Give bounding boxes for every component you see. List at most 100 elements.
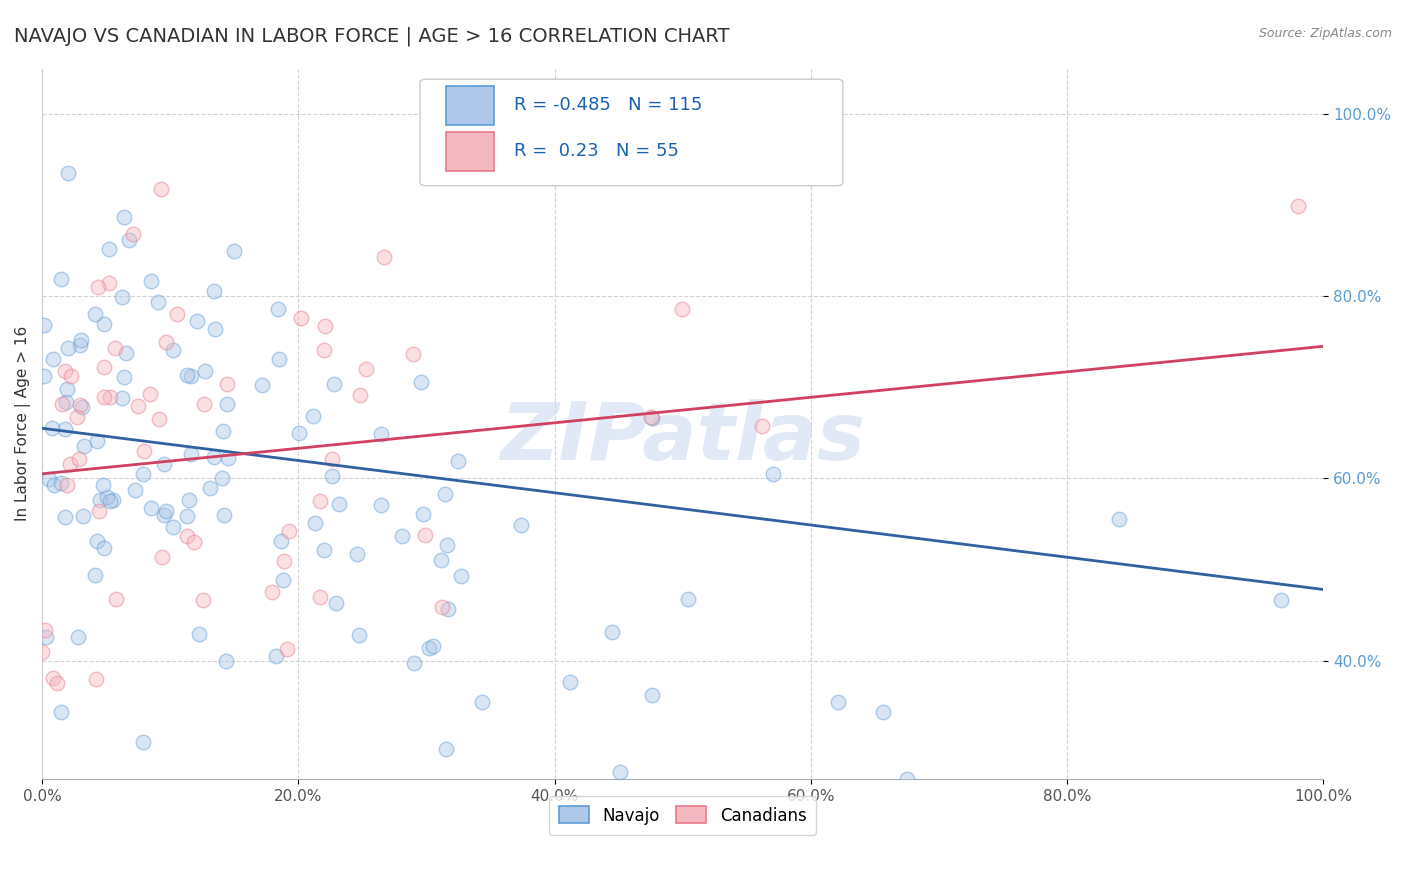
Text: R =  0.23   N = 55: R = 0.23 N = 55 [513, 143, 679, 161]
Point [96, 491, 118, 505]
Point [83, 307, 105, 321]
Point [56, 165, 79, 179]
Point [183, 534, 205, 549]
Point [153, 508, 176, 522]
Point [641, 688, 664, 702]
Point [217, 397, 239, 411]
Point [264, 648, 287, 663]
Point [98, 390, 121, 404]
Point [211, 471, 233, 485]
Point [42, 671, 65, 685]
Point [98, 243, 121, 257]
Point [155, 334, 177, 349]
Point [148, 412, 170, 426]
Point [112, 210, 135, 224]
Point [412, 507, 434, 521]
Point [411, 376, 433, 390]
Point [93, 541, 115, 555]
Point [250, 378, 273, 392]
Point [204, 322, 226, 336]
Point [49, 272, 72, 286]
Point [347, 628, 370, 642]
Point [600, 624, 623, 639]
Point [422, 639, 444, 653]
Point [114, 345, 136, 359]
Point [73, 439, 96, 453]
Point [273, 554, 295, 568]
Point [66, 630, 89, 644]
Point [202, 285, 225, 299]
Point [194, 364, 217, 378]
Point [434, 742, 457, 756]
Point [762, 467, 785, 482]
Point [402, 347, 425, 361]
Point [70, 333, 93, 347]
Point [132, 444, 155, 458]
Point [69, 338, 91, 352]
Point [354, 362, 377, 376]
Point [432, 599, 454, 614]
Point [84, 672, 107, 686]
Point [100, 493, 122, 508]
Point [87, 280, 110, 294]
Point [349, 388, 371, 402]
Point [162, 520, 184, 534]
FancyBboxPatch shape [446, 132, 495, 171]
Point [176, 368, 198, 382]
Point [93, 318, 115, 332]
Point [91, 478, 114, 492]
Point [1270, 593, 1292, 607]
Point [193, 397, 215, 411]
Point [304, 516, 326, 530]
Point [51, 397, 73, 411]
Point [139, 387, 162, 401]
Point [117, 233, 139, 247]
Point [72, 508, 94, 523]
Point [218, 451, 240, 466]
Point [111, 391, 134, 405]
Point [202, 450, 225, 464]
Point [391, 528, 413, 542]
Point [112, 370, 135, 384]
Point [271, 574, 294, 588]
Point [370, 426, 392, 441]
Point [34, 623, 56, 637]
Point [97, 276, 120, 290]
Point [671, 301, 693, 316]
Point [328, 497, 350, 511]
Point [436, 538, 458, 552]
Point [215, 654, 238, 668]
Text: NAVAJO VS CANADIAN IN LABOR FORCE | AGE > 16 CORRELATION CHART: NAVAJO VS CANADIAN IN LABOR FORCE | AGE … [14, 27, 730, 46]
Point [437, 601, 460, 615]
Point [166, 307, 188, 321]
Text: ZIPatlas: ZIPatlas [501, 399, 865, 477]
Point [471, 695, 494, 709]
Point [84, 568, 107, 582]
FancyBboxPatch shape [420, 79, 842, 186]
Point [141, 500, 163, 515]
Point [35, 630, 58, 644]
Point [53, 510, 76, 524]
Point [215, 377, 238, 392]
Point [132, 467, 155, 481]
Point [510, 518, 533, 533]
Point [59, 458, 82, 472]
Point [127, 399, 149, 413]
Text: Source: ZipAtlas.com: Source: ZipAtlas.com [1258, 27, 1392, 40]
Point [312, 343, 335, 357]
Point [323, 376, 346, 391]
Point [276, 641, 298, 656]
Point [314, 318, 336, 333]
Point [896, 772, 918, 786]
Point [186, 313, 208, 327]
Point [176, 508, 198, 523]
Point [290, 311, 312, 326]
Point [676, 592, 699, 607]
Point [214, 508, 236, 522]
Point [104, 341, 127, 355]
Point [49, 706, 72, 720]
Point [105, 592, 128, 607]
Point [141, 274, 163, 288]
Point [370, 499, 392, 513]
Point [609, 765, 631, 780]
